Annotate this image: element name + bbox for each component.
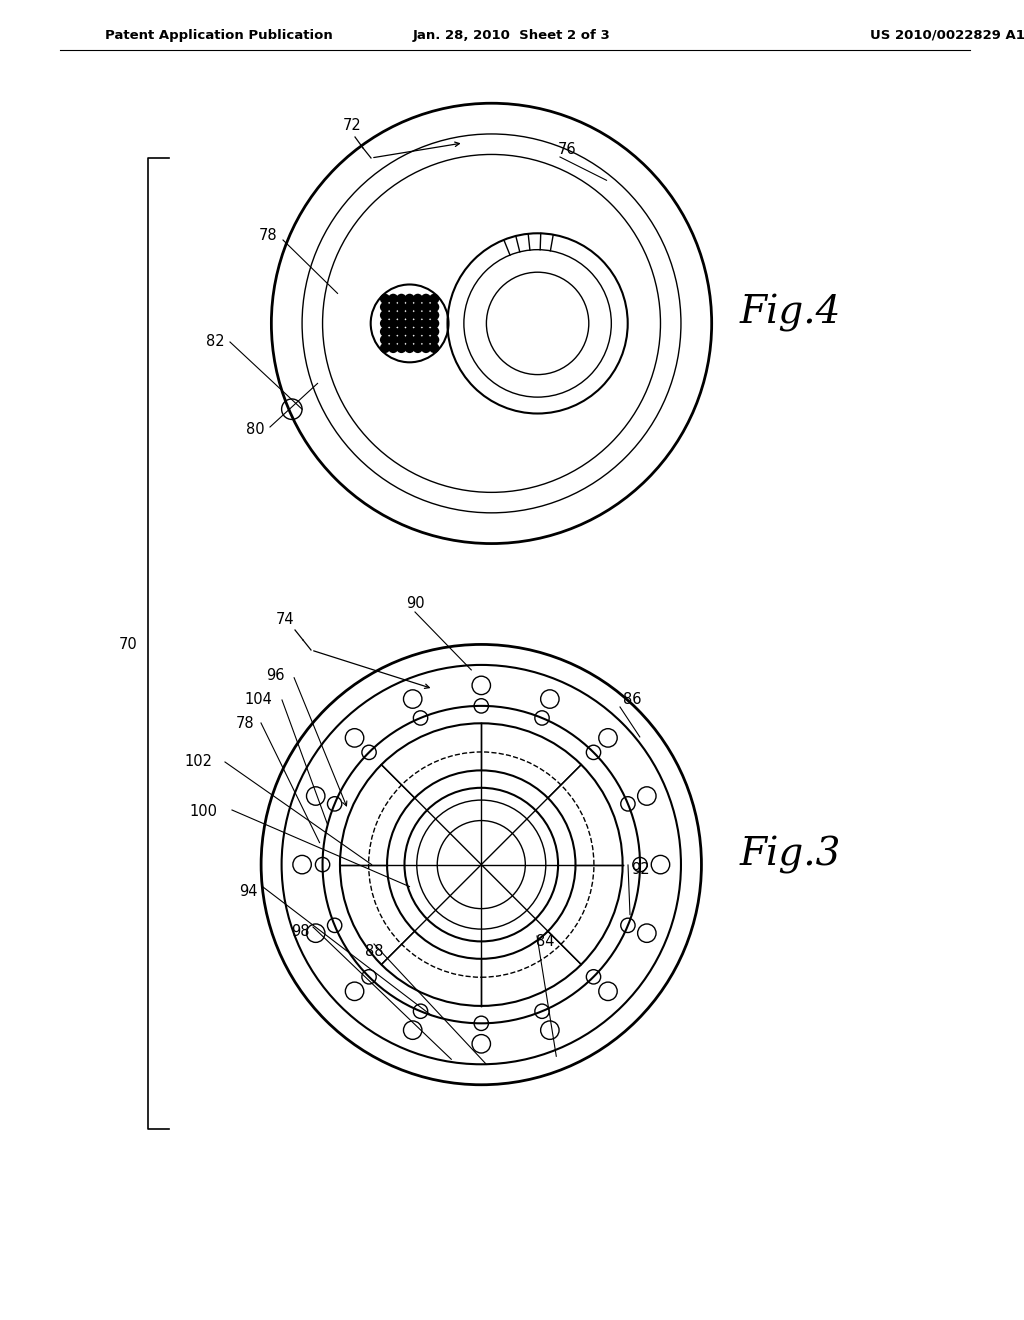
Circle shape xyxy=(413,343,423,352)
Circle shape xyxy=(388,335,398,345)
Circle shape xyxy=(380,343,390,352)
Circle shape xyxy=(396,335,407,345)
Circle shape xyxy=(429,335,439,345)
Circle shape xyxy=(380,310,390,321)
Circle shape xyxy=(421,310,431,321)
Text: 92: 92 xyxy=(631,862,649,878)
Circle shape xyxy=(421,318,431,329)
Circle shape xyxy=(429,294,439,304)
Circle shape xyxy=(429,318,439,329)
Text: 74: 74 xyxy=(275,612,294,627)
Circle shape xyxy=(429,310,439,321)
Circle shape xyxy=(404,294,415,304)
Text: 100: 100 xyxy=(189,804,217,820)
Text: 102: 102 xyxy=(184,755,212,770)
Circle shape xyxy=(396,294,407,304)
Circle shape xyxy=(396,302,407,312)
Circle shape xyxy=(380,326,390,337)
Circle shape xyxy=(486,272,589,375)
Text: 70: 70 xyxy=(119,636,137,652)
Circle shape xyxy=(437,821,525,908)
Circle shape xyxy=(404,326,415,337)
Circle shape xyxy=(404,343,415,352)
Circle shape xyxy=(413,294,423,304)
Circle shape xyxy=(413,335,423,345)
Circle shape xyxy=(388,302,398,312)
Circle shape xyxy=(404,302,415,312)
Text: 76: 76 xyxy=(558,143,577,157)
Circle shape xyxy=(413,310,423,321)
Circle shape xyxy=(404,335,415,345)
Text: Patent Application Publication: Patent Application Publication xyxy=(105,29,333,41)
Circle shape xyxy=(388,343,398,352)
Circle shape xyxy=(413,318,423,329)
Text: 78: 78 xyxy=(236,715,254,730)
Text: US 2010/0022829 A1: US 2010/0022829 A1 xyxy=(870,29,1024,41)
Text: 72: 72 xyxy=(343,117,361,132)
Text: 104: 104 xyxy=(244,693,272,708)
Text: 90: 90 xyxy=(406,595,424,610)
Text: Fig.3: Fig.3 xyxy=(740,836,842,874)
Circle shape xyxy=(380,335,390,345)
Circle shape xyxy=(421,326,431,337)
Circle shape xyxy=(380,302,390,312)
Circle shape xyxy=(429,326,439,337)
Circle shape xyxy=(421,335,431,345)
Text: 82: 82 xyxy=(206,334,224,350)
Circle shape xyxy=(388,318,398,329)
Text: Jan. 28, 2010  Sheet 2 of 3: Jan. 28, 2010 Sheet 2 of 3 xyxy=(413,29,611,41)
Circle shape xyxy=(388,294,398,304)
Circle shape xyxy=(429,343,439,352)
Circle shape xyxy=(388,326,398,337)
Circle shape xyxy=(413,326,423,337)
Circle shape xyxy=(380,294,390,304)
Circle shape xyxy=(388,310,398,321)
Circle shape xyxy=(421,294,431,304)
Circle shape xyxy=(404,318,415,329)
Text: 80: 80 xyxy=(246,422,264,437)
Text: 98: 98 xyxy=(291,924,309,940)
Circle shape xyxy=(429,302,439,312)
Text: 78: 78 xyxy=(259,227,278,243)
Circle shape xyxy=(413,302,423,312)
Circle shape xyxy=(421,343,431,352)
Circle shape xyxy=(396,343,407,352)
Circle shape xyxy=(404,310,415,321)
Text: Fig.4: Fig.4 xyxy=(740,294,842,333)
Text: 96: 96 xyxy=(266,668,285,682)
Text: 94: 94 xyxy=(239,884,257,899)
Text: 88: 88 xyxy=(365,945,383,960)
Text: 86: 86 xyxy=(623,693,641,708)
Circle shape xyxy=(396,326,407,337)
Circle shape xyxy=(396,318,407,329)
Circle shape xyxy=(396,310,407,321)
Circle shape xyxy=(421,302,431,312)
Circle shape xyxy=(380,318,390,329)
Text: 84: 84 xyxy=(536,935,554,949)
